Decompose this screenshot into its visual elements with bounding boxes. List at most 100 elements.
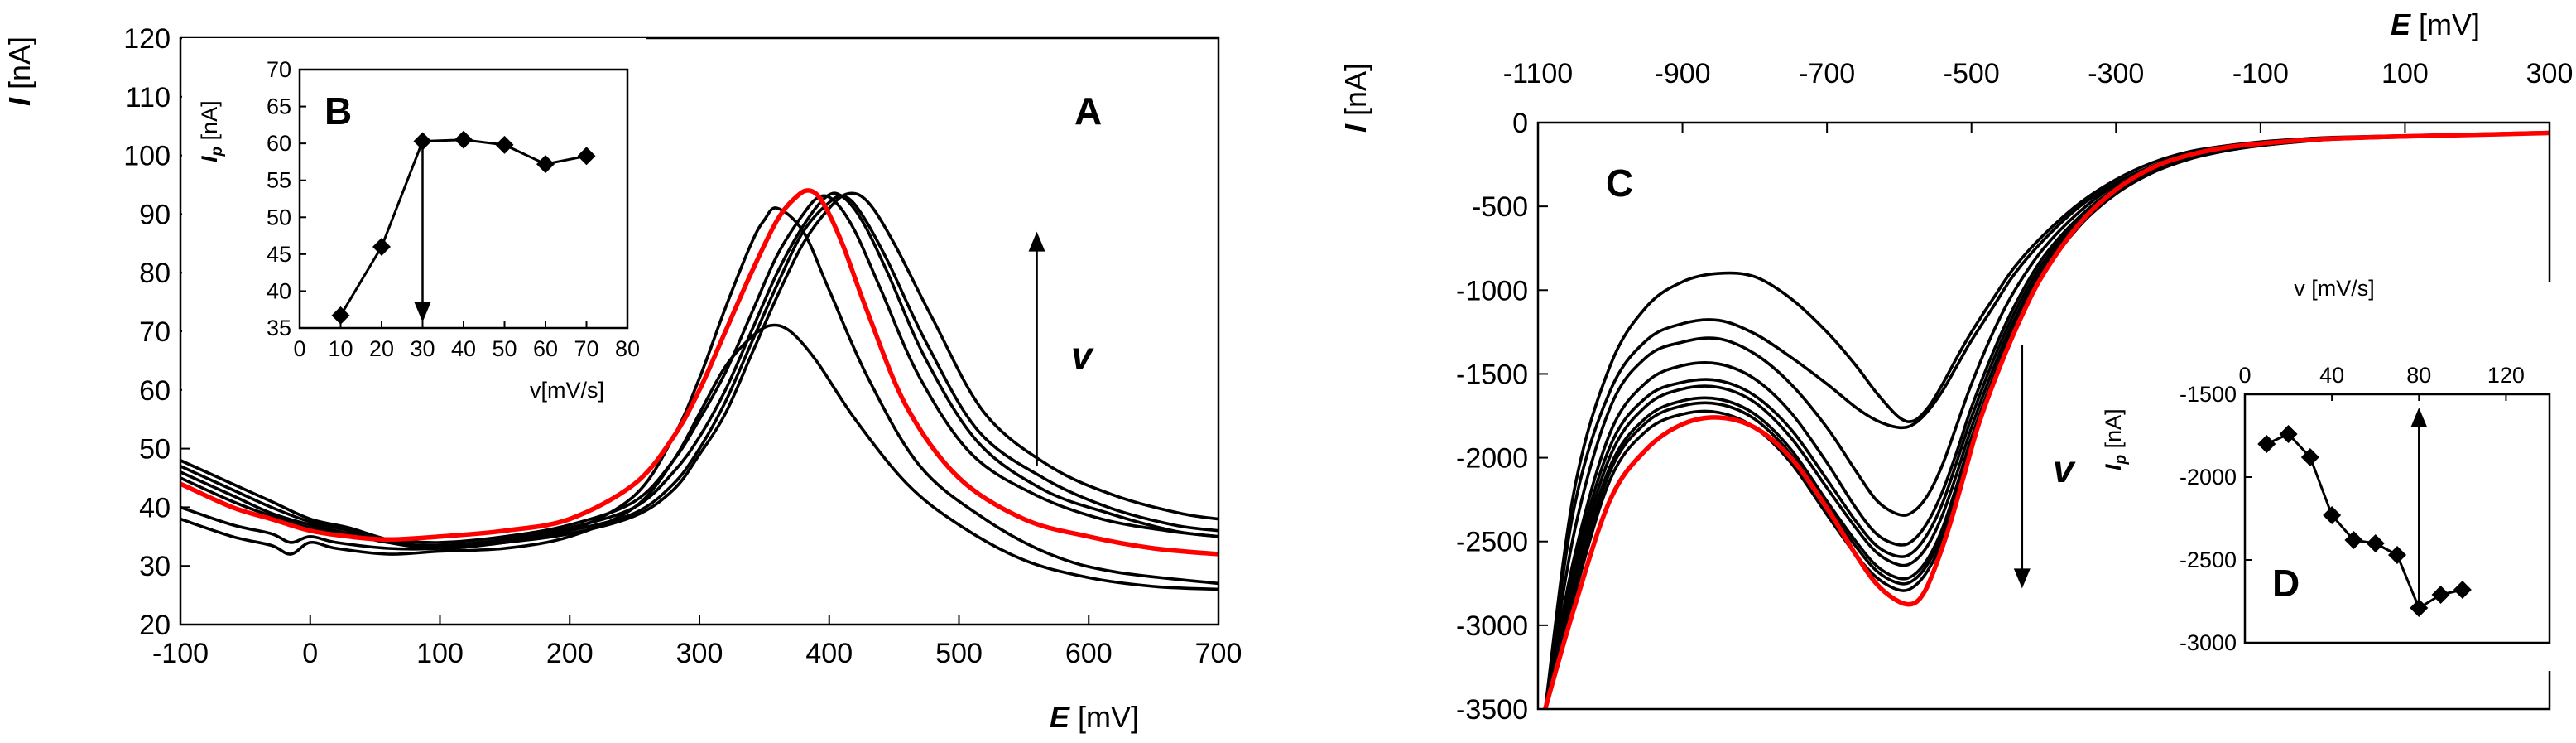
- chart-b-trend-arrowhead: [414, 302, 431, 322]
- chart-d-ytick-label: -3000: [2180, 630, 2237, 655]
- chart-d-point: [2344, 531, 2363, 549]
- chart-a-ytick-label: 120: [123, 23, 171, 55]
- chart-a-ytick-label: 60: [139, 375, 171, 407]
- chart-d-point: [2300, 448, 2319, 466]
- chart-d-point: [2410, 599, 2429, 617]
- chart-a-xlabel: E [mV]: [1050, 700, 1139, 734]
- chart-a-xtick-label: 100: [416, 638, 464, 669]
- chart-b-ylabel: Ip [nA]: [197, 100, 226, 162]
- chart-a-xtick-label: -100: [152, 638, 209, 669]
- chart-c-ylabel: I [nA]: [1338, 63, 1372, 133]
- chart-c-ytick-label: -2000: [1456, 443, 1528, 475]
- chart-a-ytick-label: 70: [139, 316, 171, 348]
- chart-c: -1100 -900 -700 -500 -300 -100 100 300 0 -500 -100…: [1338, 7, 2573, 726]
- chart-b-xtick-label: 20: [369, 336, 394, 361]
- chart-c-series-highlight: [1543, 130, 2550, 710]
- chart-c-ytick-label: -3500: [1456, 694, 1528, 726]
- chart-b-ytick-label: 40: [267, 278, 291, 303]
- chart-b-xtick-label: 40: [451, 336, 476, 361]
- chart-a-series-highlight: [179, 188, 1219, 557]
- chart-b-point: [413, 132, 432, 151]
- chart-a-ytick-label: 100: [123, 141, 171, 172]
- chart-a-arrow-label: v: [1071, 334, 1094, 377]
- chart-a-xtick-label: 0: [302, 638, 318, 669]
- chart-d-xtick-label: 40: [2319, 363, 2344, 388]
- chart-b-ytick-label: 60: [267, 131, 291, 156]
- chart-c-arrow-label: v: [2053, 447, 2076, 490]
- chart-d-plot-frame: [2243, 393, 2551, 644]
- chart-d-point: [2431, 586, 2450, 604]
- chart-b-ytick-label: 50: [267, 205, 291, 229]
- chart-a: -100 0 100 200 300 400 500 600 70020304050607080…: [2, 23, 1242, 734]
- chart-a-ylabel: I [nA]: [2, 36, 36, 106]
- chart-a-trend-arrowhead: [1028, 231, 1045, 252]
- chart-d-point: [2366, 534, 2385, 552]
- chart-c-ytick-label: -3000: [1456, 610, 1528, 642]
- chart-b-inset: 0 10 20 30 40 50 60 70 80 35 40 45 50 55 60 65 70 v[mV/s…: [182, 38, 646, 419]
- chart-d-series-line: [2266, 432, 2463, 610]
- chart-d-trend-arrowhead: [2410, 408, 2428, 427]
- chart-b-panel-label: B: [324, 89, 352, 133]
- chart-c-xtick-label: -1100: [1503, 58, 1573, 89]
- chart-a-panel-label: A: [1074, 89, 1102, 133]
- chart-c-ytick-label: -1000: [1456, 275, 1528, 306]
- chart-d-panel-label: D: [2272, 562, 2300, 605]
- chart-a-xtick-label: 300: [676, 638, 723, 669]
- chart-d-point: [2388, 546, 2406, 564]
- chart-d-inset: 0 40 80 120 -1500 -2000 -2500 -3000 v [mV/s] Ip…: [2101, 276, 2566, 671]
- chart-d-xtick-label: 120: [2487, 363, 2525, 388]
- chart-b-xtick-label: 30: [410, 336, 435, 361]
- chart-a-ytick-label: 50: [139, 434, 171, 466]
- chart-b-xtick-label: 0: [293, 336, 305, 361]
- chart-a-ytick-label: 80: [139, 258, 171, 289]
- chart-a-xtick-label: 200: [546, 638, 594, 669]
- chart-c-ytick-label: -500: [1472, 191, 1528, 223]
- chart-c-xtick-label: 100: [2381, 58, 2429, 89]
- chart-a-xtick-label: 700: [1195, 638, 1242, 669]
- chart-c-xtick-label: 300: [2526, 58, 2574, 89]
- chart-a-ytick-label: 20: [139, 610, 171, 641]
- chart-b-point: [331, 306, 350, 325]
- chart-b-ytick-label: 55: [267, 168, 291, 193]
- chart-a-series-line: [180, 194, 1219, 550]
- chart-a-xtick-label: 500: [935, 638, 983, 669]
- chart-a-series-line: [180, 323, 1219, 591]
- chart-b-xtick-label: 50: [492, 336, 517, 361]
- chart-a-xtick-label: 400: [805, 638, 853, 669]
- chart-a-ytick-label: 30: [139, 551, 171, 582]
- chart-d-point: [2323, 506, 2342, 524]
- chart-d-xtick-label: 80: [2406, 363, 2431, 388]
- chart-d-point: [2257, 435, 2276, 453]
- chart-c-xlabel: E [mV]: [2391, 7, 2480, 41]
- chart-b-ytick-label: 65: [267, 94, 291, 119]
- chart-b-background: [182, 38, 646, 419]
- chart-b-point: [536, 155, 555, 174]
- chart-b-point: [372, 237, 391, 256]
- chart-b-ytick-label: 35: [267, 316, 291, 340]
- chart-b-xlabel: v[mV/s]: [530, 378, 604, 403]
- chart-a-ytick-label: 110: [126, 82, 171, 113]
- chart-d-point: [2453, 581, 2472, 599]
- chart-c-panel-label: C: [1606, 162, 1633, 205]
- chart-d-ytick-label: -1500: [2180, 382, 2237, 407]
- chart-b-point: [454, 130, 473, 149]
- chart-a-series-line: [180, 206, 1219, 586]
- chart-d-point: [2279, 425, 2298, 443]
- chart-c-xtick-label: -500: [1944, 58, 2000, 89]
- chart-b-xtick-label: 80: [615, 336, 640, 361]
- chart-a-series-line: [180, 191, 1219, 550]
- chart-a-ytick-label: 40: [139, 492, 171, 523]
- chart-d-background: [2103, 282, 2566, 671]
- chart-b-ytick-label: 45: [267, 242, 291, 267]
- chart-d-xlabel: v [mV/s]: [2294, 276, 2375, 301]
- chart-d-xtick-label: 0: [2238, 363, 2251, 388]
- chart-c-ytick-label: -2500: [1456, 527, 1528, 558]
- chart-b-xtick-label: 10: [328, 336, 353, 361]
- chart-a-ytick-label: 90: [139, 199, 171, 230]
- chart-c-ytick-label: 0: [1512, 108, 1528, 139]
- chart-b-point: [495, 135, 514, 154]
- chart-b-xtick-label: 60: [533, 336, 558, 361]
- chart-c-xtick-label: -700: [1799, 58, 1855, 89]
- chart-b-point: [577, 147, 596, 166]
